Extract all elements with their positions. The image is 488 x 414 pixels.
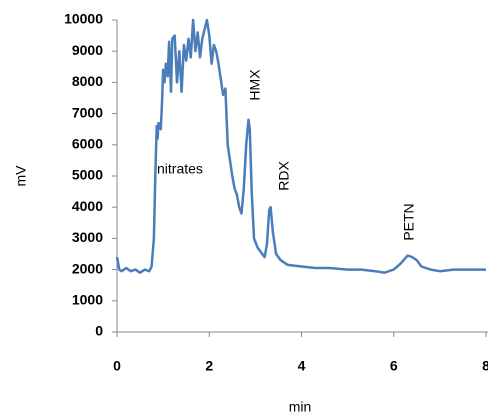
x-axis-label: min — [289, 399, 312, 414]
x-tick-label: 8 — [482, 358, 488, 374]
y-tick-label: 10000 — [64, 11, 103, 27]
data-line — [115, 18, 486, 274]
y-tick-label: 7000 — [72, 104, 103, 120]
x-tick-label: 4 — [298, 358, 306, 374]
annotation: RDX — [276, 161, 292, 191]
annotation: nitrates — [157, 161, 203, 177]
y-tick-label: 0 — [95, 323, 103, 339]
y-tick-label: 6000 — [72, 136, 103, 152]
annotation: PETN — [401, 203, 417, 240]
x-tick-label: 6 — [390, 358, 398, 374]
x-tick-label: 0 — [113, 358, 121, 374]
y-tick-label: 2000 — [72, 260, 103, 276]
y-tick-label: 4000 — [72, 198, 103, 214]
y-tick-label: 9000 — [72, 42, 103, 58]
y-tick-label: 8000 — [72, 73, 103, 89]
y-tick-label: 5000 — [72, 167, 103, 183]
y-tick-label: 3000 — [72, 229, 103, 245]
y-axis-label: mV — [13, 165, 29, 187]
annotation: HMX — [247, 69, 263, 101]
x-tick-label: 2 — [205, 358, 213, 374]
y-tick-label: 1000 — [72, 292, 103, 308]
